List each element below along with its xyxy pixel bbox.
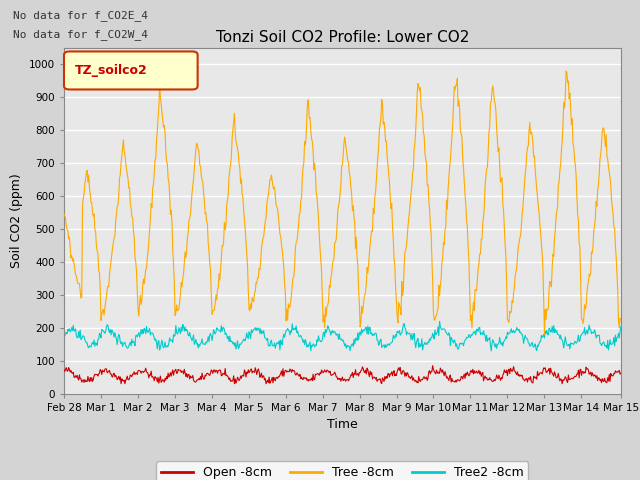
Text: TZ_soilco2: TZ_soilco2	[75, 64, 148, 77]
Title: Tonzi Soil CO2 Profile: Lower CO2: Tonzi Soil CO2 Profile: Lower CO2	[216, 30, 469, 46]
X-axis label: Time: Time	[327, 418, 358, 431]
Text: No data for f_CO2E_4: No data for f_CO2E_4	[13, 10, 148, 21]
Text: No data for f_CO2W_4: No data for f_CO2W_4	[13, 29, 148, 40]
Legend: Open -8cm, Tree -8cm, Tree2 -8cm: Open -8cm, Tree -8cm, Tree2 -8cm	[156, 461, 529, 480]
Y-axis label: Soil CO2 (ppm): Soil CO2 (ppm)	[10, 173, 23, 268]
FancyBboxPatch shape	[64, 51, 198, 89]
